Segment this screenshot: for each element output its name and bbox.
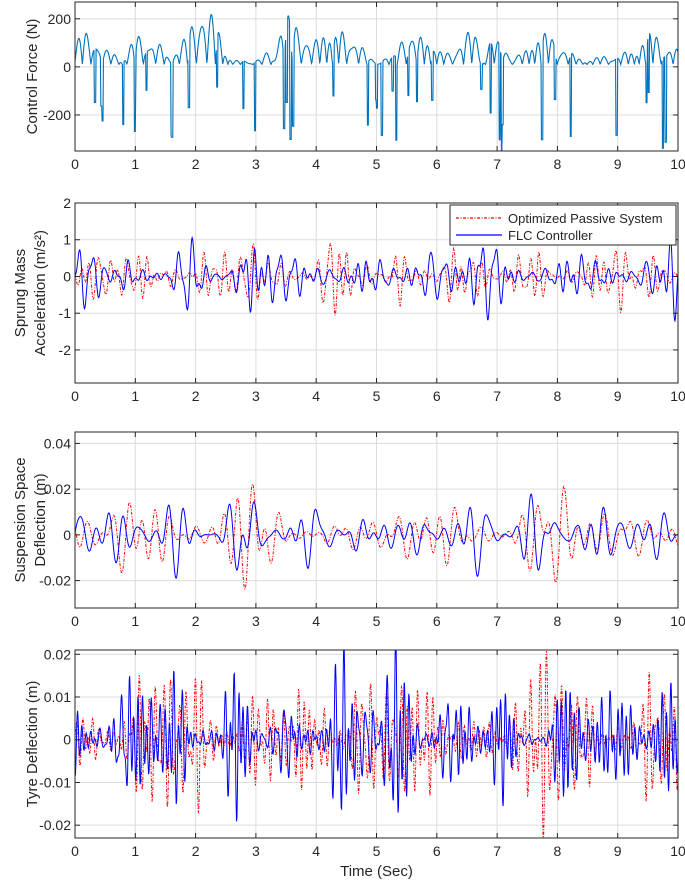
y-tick-label: 0.02 [44, 646, 71, 662]
x-tick-label: 8 [554, 388, 562, 404]
y-tick-label: -2 [59, 342, 72, 358]
x-tick-label: 0 [71, 613, 79, 629]
subplot-4: 0 1 2 3 4 5 6 7 8 9 10 -0.02 -0.01 0 0.01 0.02 Tyre Defl… [24, 646, 685, 880]
x-tick-label: 0 [71, 156, 79, 172]
y-tick-label: 0 [63, 59, 71, 75]
y-axis-label: Acceleration (m/s²) [32, 230, 49, 356]
y-tick-label: 0.02 [44, 481, 71, 497]
y-tick-label: -0.02 [39, 573, 71, 589]
x-tick-label: 8 [554, 843, 562, 859]
x-tick-label: 1 [131, 156, 139, 172]
x-tick-label: 10 [670, 156, 685, 172]
y-axis-label: Suspension Space [12, 457, 29, 582]
y-axis-label: Tyre Deflection (m) [24, 681, 41, 808]
x-tick-label: 6 [433, 843, 441, 859]
subplot-1: 0 1 2 3 4 5 6 7 8 9 10 -200 0 200 Control Force (N) [24, 1, 685, 172]
legend-box [449, 204, 677, 246]
subplot-2: 0 1 2 3 4 5 6 7 8 9 10 -2 -1 0 1 2 Sprung Mass Accelerati… [12, 195, 685, 404]
y-axis-label: Deflection (m) [32, 473, 49, 566]
legend-entry-label: Optimized Passive System [508, 211, 663, 226]
x-tick-label: 2 [192, 388, 200, 404]
x-tick-label: 4 [312, 156, 320, 172]
series-group [75, 14, 678, 151]
series-line-optimized-passive-system [75, 651, 678, 838]
y-tick-label: 0 [63, 732, 71, 748]
x-tick-label: 10 [670, 613, 685, 629]
y-tick-label: 1 [63, 232, 71, 248]
y-tick-label: -0.01 [39, 774, 71, 790]
x-tick-label: 2 [192, 156, 200, 172]
x-tick-label: 1 [131, 388, 139, 404]
x-axis-label: Time (Sec) [340, 863, 413, 880]
x-tick-label: 8 [554, 156, 562, 172]
x-tick-label: 9 [614, 388, 622, 404]
y-tick-label: 0.01 [44, 689, 71, 705]
y-tick-label: -200 [43, 107, 71, 123]
series-group [75, 650, 678, 838]
x-tick-label: 5 [373, 388, 381, 404]
x-tick-label: 7 [493, 156, 501, 172]
x-tick-label: 4 [312, 388, 320, 404]
x-tick-label: 10 [670, 388, 685, 404]
x-tick-label: 3 [252, 843, 260, 859]
x-tick-label: 8 [554, 613, 562, 629]
x-tick-label: 2 [192, 843, 200, 859]
series-line-optimized-passive-system [75, 483, 678, 590]
y-axis-label: Control Force (N) [24, 19, 41, 135]
x-tick-label: 10 [670, 843, 685, 859]
x-tick-label: 5 [373, 613, 381, 629]
y-tick-label: -1 [59, 305, 72, 321]
x-tick-label: 9 [614, 613, 622, 629]
legend: Optimized Passive System FLC Controller [449, 204, 677, 246]
x-tick-label: 1 [131, 613, 139, 629]
y-tick-label: 200 [48, 11, 72, 27]
x-tick-label: 7 [493, 388, 501, 404]
x-tick-label: 6 [433, 388, 441, 404]
y-axis-label: Sprung Mass [12, 249, 29, 337]
x-tick-label: 9 [614, 156, 622, 172]
legend-entry-label: FLC Controller [508, 228, 593, 243]
x-tick-label: 4 [312, 843, 320, 859]
x-tick-label: 5 [373, 156, 381, 172]
series-line-flc-controller [75, 650, 678, 822]
series-line-control-force [75, 14, 678, 151]
series-line-optimized-passive-system [75, 242, 678, 316]
x-tick-label: 0 [71, 388, 79, 404]
y-tick-label: 0 [63, 527, 71, 543]
x-tick-label: 7 [493, 613, 501, 629]
x-tick-label: 3 [252, 156, 260, 172]
series-line-flc-controller [75, 235, 678, 323]
x-tick-label: 6 [433, 156, 441, 172]
x-tick-label: 1 [131, 843, 139, 859]
y-tick-label: -0.02 [39, 817, 71, 833]
x-tick-label: 3 [252, 388, 260, 404]
x-tick-label: 2 [192, 613, 200, 629]
subplot-3: 0 1 2 3 4 5 6 7 8 9 10 -0.02 0 0.02 0.04 Suspension Spa… [12, 431, 685, 629]
x-tick-label: 3 [252, 613, 260, 629]
x-tick-label: 7 [493, 843, 501, 859]
x-tick-label: 0 [71, 843, 79, 859]
x-tick-label: 6 [433, 613, 441, 629]
x-tick-label: 9 [614, 843, 622, 859]
y-tick-label: 0.04 [44, 435, 71, 451]
series-line-flc-controller [75, 493, 678, 579]
x-tick-label: 5 [373, 843, 381, 859]
x-tick-label: 4 [312, 613, 320, 629]
series-group [75, 483, 678, 590]
series-group [75, 235, 678, 323]
y-tick-label: 2 [63, 195, 71, 211]
y-tick-label: 0 [63, 268, 71, 284]
